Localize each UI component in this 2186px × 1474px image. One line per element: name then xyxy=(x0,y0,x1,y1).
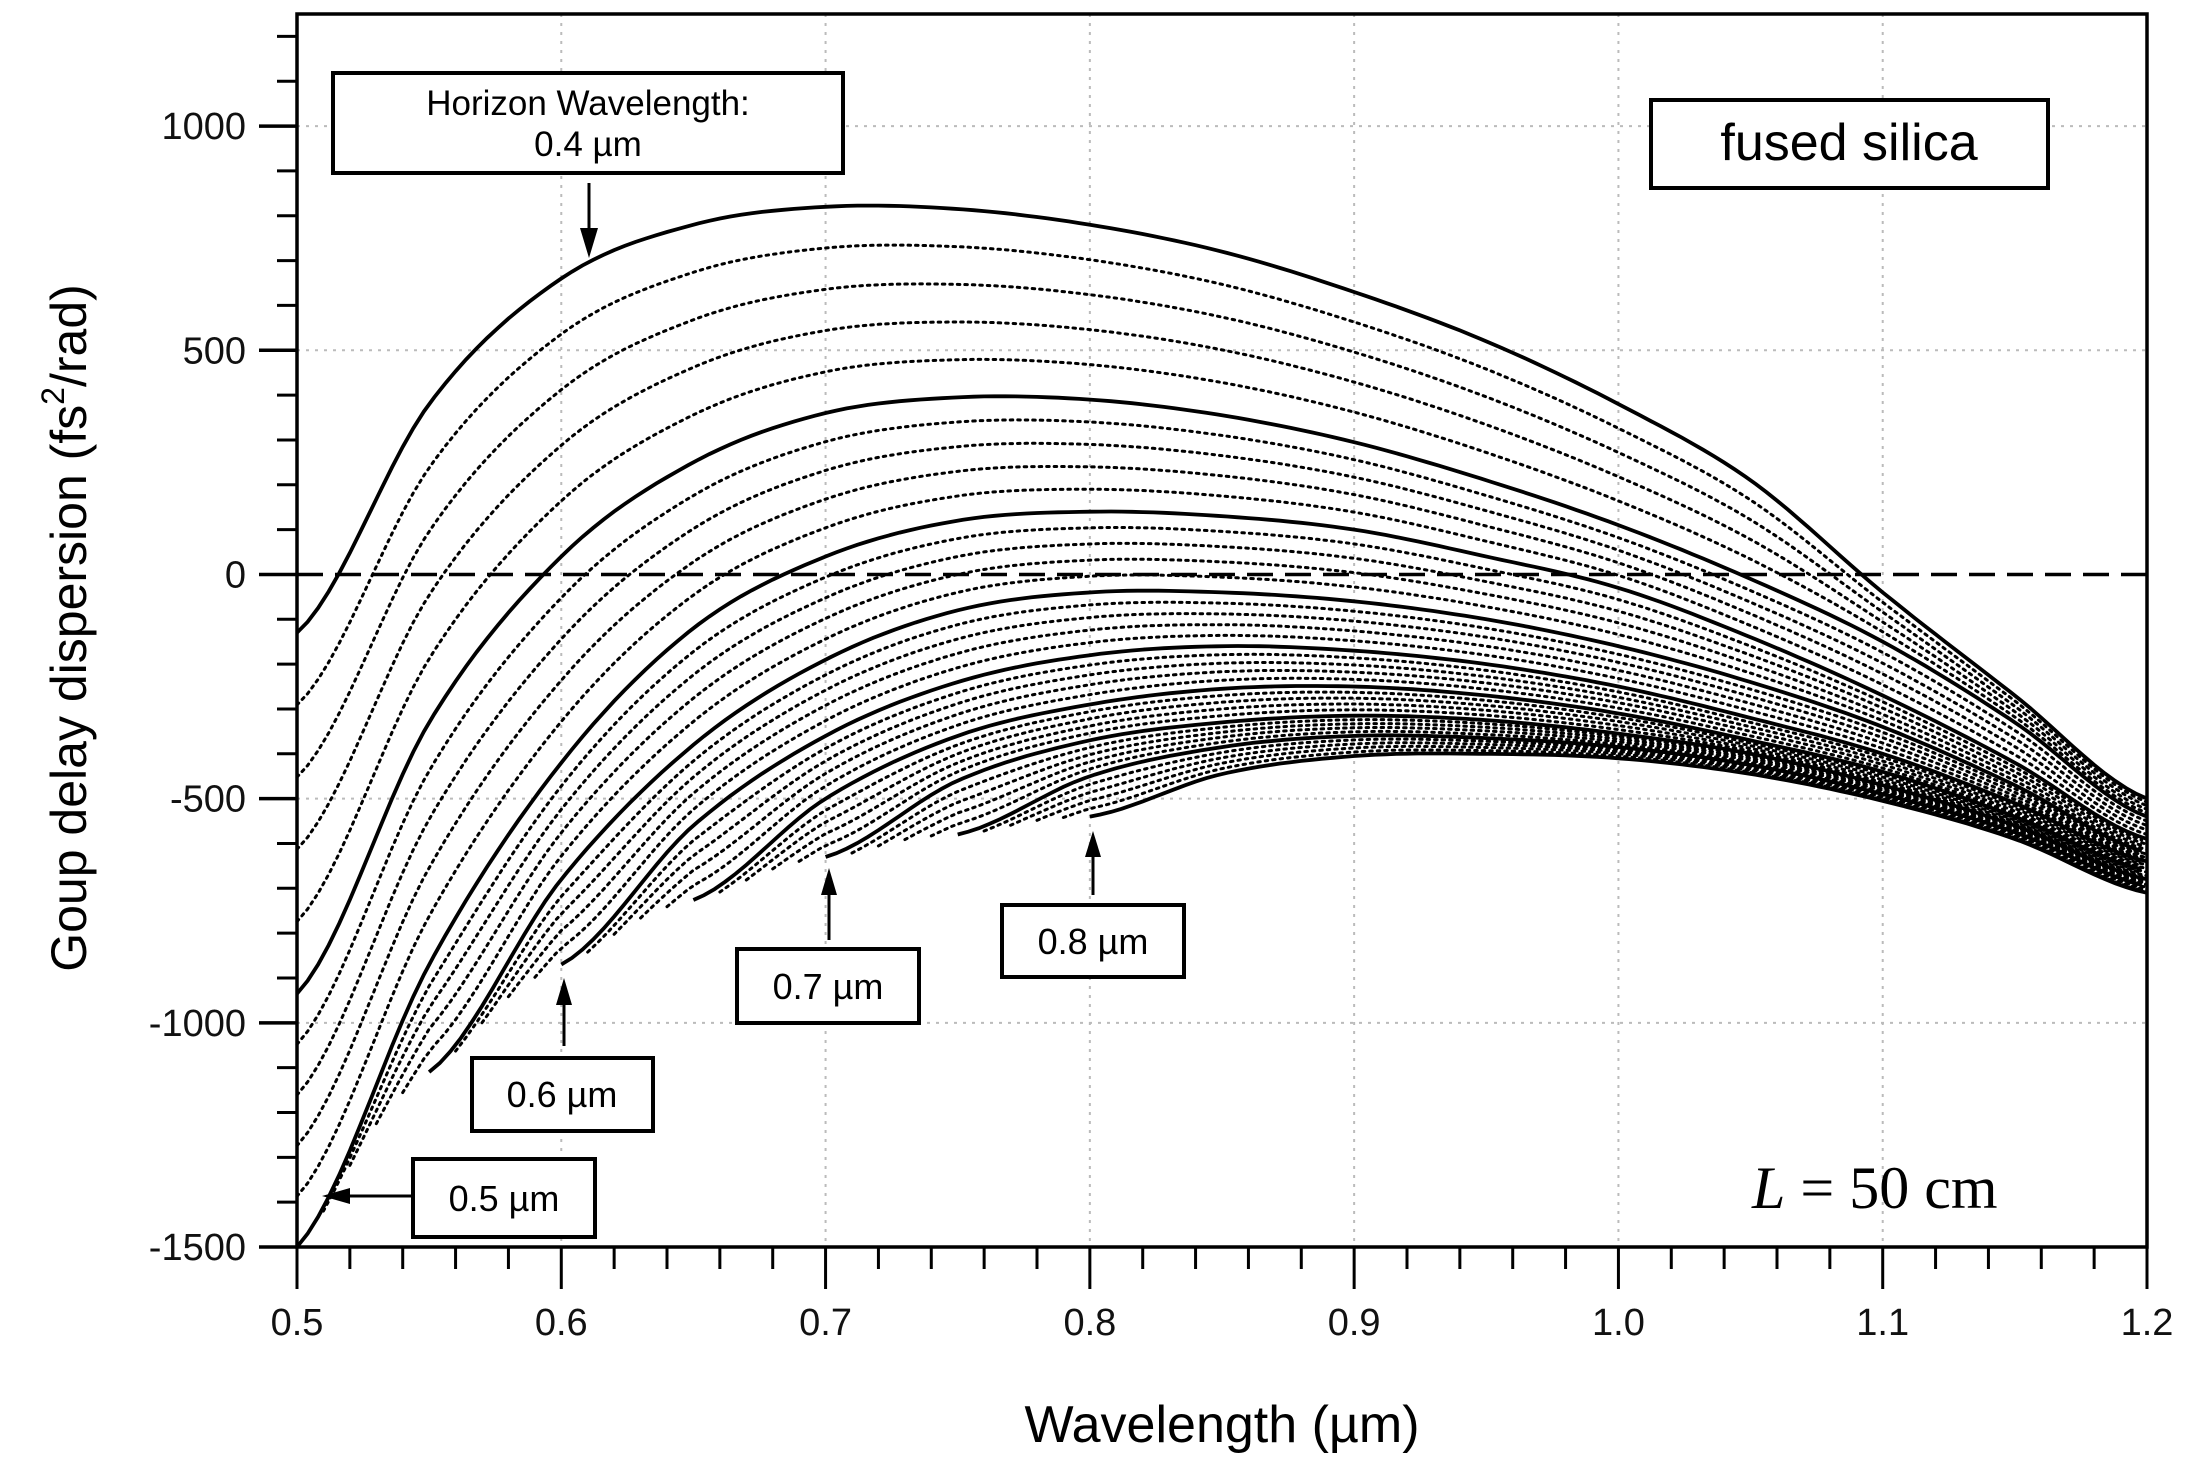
x-tick-label: 0.5 xyxy=(271,1302,324,1344)
y-tick-label: 1000 xyxy=(161,106,246,148)
dotted-curve xyxy=(612,661,2149,936)
label-0.5-box xyxy=(411,1157,597,1239)
dotted-curve xyxy=(586,652,2144,954)
dotted-curve xyxy=(771,702,2149,878)
label-0.7-arrowhead-icon xyxy=(821,868,837,895)
dotted-curve xyxy=(295,320,2149,851)
dotted-curve xyxy=(797,708,2144,878)
dotted-curve xyxy=(506,623,2149,999)
label-0.6-text: 0.6 µm xyxy=(507,1074,618,1115)
dotted-curve xyxy=(321,526,2144,1213)
y-tick-label: -500 xyxy=(170,779,246,821)
y-tick-label: 500 xyxy=(183,330,246,372)
dotted-curve xyxy=(1035,744,2149,892)
label-0.6: 0.6 µm xyxy=(470,978,655,1133)
dotted-curve xyxy=(295,243,2149,804)
dotted-curve xyxy=(348,541,2149,1167)
y-axis-label: Goup delay dispersion (fs2/rad) xyxy=(35,284,97,972)
solid-curve xyxy=(957,733,2143,887)
y-axis-label-suffix: /rad) xyxy=(41,284,97,387)
solid-curve xyxy=(1089,751,2148,895)
plot-frame xyxy=(295,12,2149,1249)
solid-curve xyxy=(295,394,2148,995)
label-0.5-text: 0.5 µm xyxy=(449,1178,560,1219)
length-variable: L xyxy=(1751,1155,1785,1221)
horizon-title: Horizon Wavelength: xyxy=(426,84,750,123)
x-tick-label: 0.9 xyxy=(1328,1302,1381,1344)
label-0.7: 0.7 µm xyxy=(735,868,921,1025)
dotted-curve xyxy=(454,600,2149,1053)
material-label: fused silica xyxy=(1720,114,1977,172)
x-tick-label: 0.6 xyxy=(535,1302,588,1344)
solid-curve xyxy=(295,509,2148,1249)
x-tick-label: 1.1 xyxy=(1856,1302,1909,1344)
dotted-curve xyxy=(903,726,2144,884)
dotted-curve xyxy=(718,690,2149,894)
label-0.5-arrowhead-icon xyxy=(322,1188,350,1204)
label-0.5: 0.5 µm xyxy=(322,1157,597,1239)
dotted-curve xyxy=(295,487,2149,1198)
x-tick-label: 0.8 xyxy=(1063,1302,1116,1344)
length-annotation: L = 50 cm xyxy=(1751,1155,1998,1221)
label-0.8-arrowhead-icon xyxy=(1085,831,1101,857)
y-tick-label: 0 xyxy=(225,554,246,596)
horizon-arrowhead-icon xyxy=(580,228,598,258)
horizon-annotation: Horizon Wavelength: 0.4 µm xyxy=(331,71,845,258)
dotted-curve xyxy=(533,633,2144,979)
dotted-curve xyxy=(295,357,2149,923)
x-tick-label: 0.7 xyxy=(799,1302,852,1344)
solid-curve xyxy=(692,684,2143,902)
dotted-curve xyxy=(876,722,2149,884)
label-0.8-text: 0.8 µm xyxy=(1038,921,1149,962)
length-value: = 50 cm xyxy=(1785,1155,1997,1221)
y-axis-label-sup: 2 xyxy=(35,387,71,405)
material-box xyxy=(1649,98,2050,190)
dotted-curve xyxy=(295,418,2149,1046)
y-tick-label: -1500 xyxy=(149,1227,246,1269)
dotted-curve xyxy=(401,573,2149,1095)
solid-curve xyxy=(295,203,2148,801)
tick-labels: 0.5 0.6 0.7 0.8 0.9 1.0 1.1 1.2 1000 500 0 -500 -100… xyxy=(149,106,2174,1344)
x-axis-label: Wavelength (µm) xyxy=(1024,1396,1419,1454)
label-0.6-arrowhead-icon xyxy=(556,978,572,1005)
curves xyxy=(295,203,2149,1249)
label-0.7-text: 0.7 µm xyxy=(773,966,884,1007)
y-axis-label-text: Goup delay dispersion (fs xyxy=(41,405,97,972)
solid-curve xyxy=(427,588,2143,1074)
dotted-curve xyxy=(480,612,2144,1025)
label-0.6-box xyxy=(470,1056,655,1133)
axis-ticks xyxy=(259,34,2149,1289)
label-0.7-box xyxy=(735,947,921,1025)
dotted-curve xyxy=(639,669,2144,920)
dotted-curve xyxy=(374,557,2144,1126)
dotted-curve xyxy=(850,718,2144,881)
x-tick-label: 1.2 xyxy=(2121,1302,2174,1344)
dotted-curve xyxy=(295,282,2149,808)
dotted-curve xyxy=(295,441,2149,1097)
solid-curve xyxy=(560,644,2148,967)
y-tick-label: -1000 xyxy=(149,1003,246,1045)
label-0.8: 0.8 µm xyxy=(1000,831,1186,979)
material-annotation: fused silica xyxy=(1649,98,2050,190)
horizon-value: 0.4 µm xyxy=(534,125,642,164)
x-tick-label: 1.0 xyxy=(1592,1302,1645,1344)
horizon-box xyxy=(331,71,845,175)
dotted-curve xyxy=(744,696,2144,882)
label-0.8-box xyxy=(1000,903,1186,979)
solid-curve xyxy=(824,713,2148,882)
dotted-curve xyxy=(295,465,2149,1148)
